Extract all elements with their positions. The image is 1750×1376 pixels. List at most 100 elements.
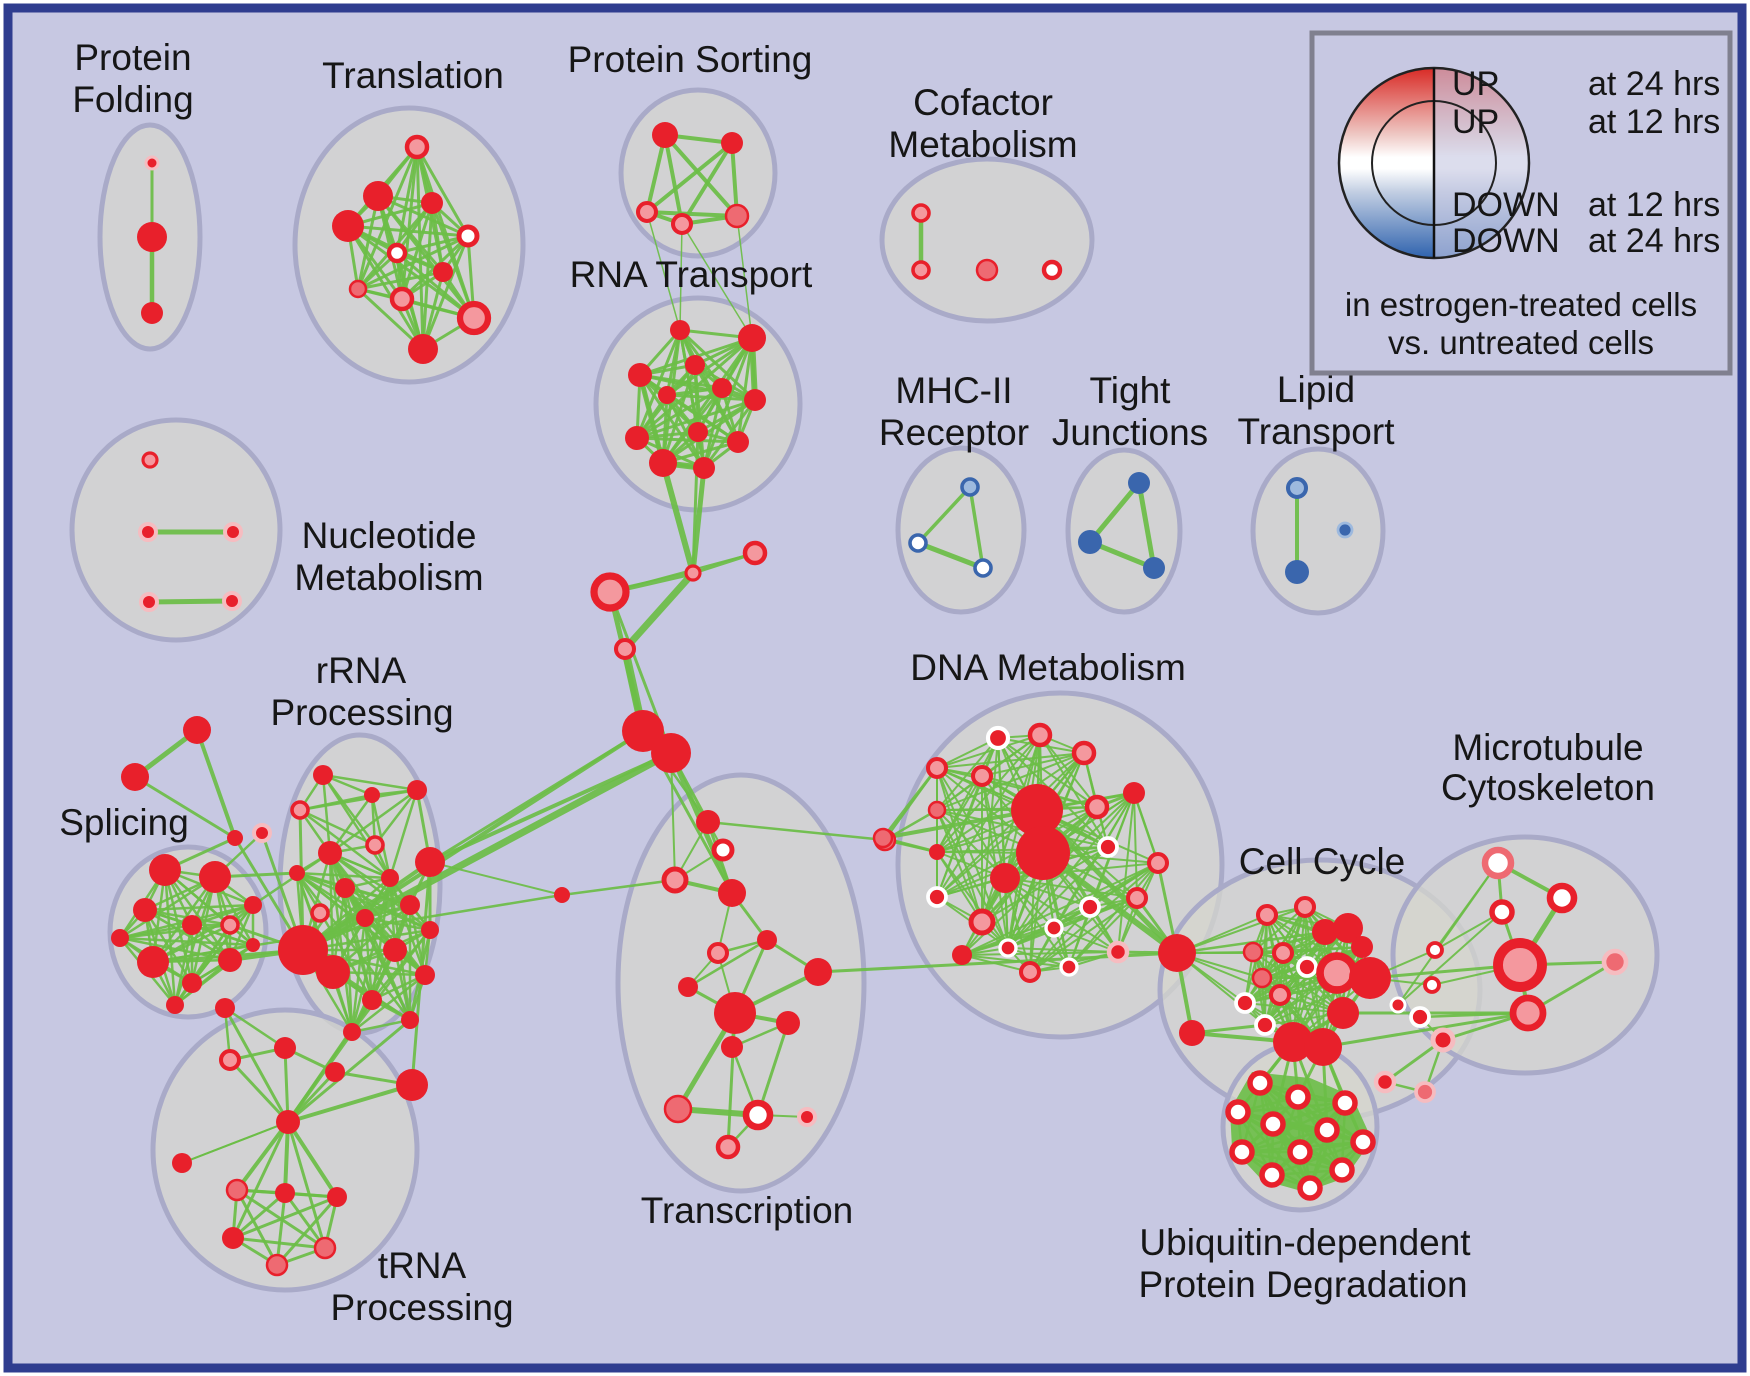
gene-node [670,320,690,340]
cluster-label: tRNA [378,1245,467,1286]
gene-node [1027,722,1053,748]
interaction-edge [635,328,682,440]
interaction-edge [621,569,697,653]
gene-node [696,810,720,834]
gene-node [670,212,694,236]
interaction-edge [702,398,757,470]
gene-node [149,854,181,886]
gene-node [183,716,211,744]
gene-node [804,958,832,986]
interaction-edge [283,1046,290,1124]
legend-time-label: at 24 hrs [1588,222,1720,260]
gene-node [401,1011,419,1029]
cluster-ellipse-lipid-transport [1250,446,1386,616]
gene-node [721,132,743,154]
gene-node [714,992,756,1034]
gene-node [1423,976,1441,994]
cluster-label: Cell Cycle [1239,841,1406,882]
gene-node [706,941,730,965]
interaction-edge [915,540,986,571]
interaction-edge [660,460,696,576]
legend: UP at 24 hrs UP at 12 hrs DOWN at 12 hrs DOWN a… [1309,30,1733,376]
interaction-edge [298,788,419,812]
gene-node [313,765,333,785]
gene-node [908,533,928,553]
interaction-edge [1053,927,1119,953]
gene-node [1296,956,1318,978]
interaction-edge [997,737,1098,808]
interaction-edge [665,336,754,397]
interaction-edge [560,878,677,897]
interaction-edge [686,938,769,989]
interaction-edge [961,951,1119,956]
gene-node [137,946,169,978]
interaction-edge [661,398,757,465]
interaction-edge [181,1121,289,1164]
interaction-edge [231,1195,339,1240]
interaction-edge [881,808,1039,840]
interaction-edge [151,893,564,964]
gene-node [325,1062,345,1082]
legend-time-label: at 24 hrs [1588,65,1720,103]
interaction-edge [936,752,1085,811]
cluster-label: Protein Degradation [1138,1264,1467,1305]
gene-node [274,1037,296,1059]
gene-node [327,1187,347,1207]
interaction-edge [665,393,757,402]
interaction-edge [388,788,419,880]
interaction-edge [356,194,380,291]
interaction-edge [1117,792,1135,953]
gene-node [365,835,385,855]
gene-node [684,564,702,582]
interaction-edge [638,373,757,402]
gene-node [1084,794,1110,820]
gene-node [415,847,445,877]
gene-node [1414,1081,1436,1103]
gene-node [141,451,159,469]
gene-node [1259,1162,1285,1188]
gene-node [1071,740,1097,766]
interaction-edge [235,1120,290,1192]
gene-node [172,1153,192,1173]
gene-node [1351,936,1373,958]
interaction-edge [286,998,374,1124]
gene-node [1123,782,1145,804]
gene-node [658,386,676,404]
interaction-edge [373,788,419,847]
interaction-edge [1007,947,1119,953]
interaction-edge [173,923,194,1007]
gene-node [1336,521,1354,539]
gene-node [166,996,184,1014]
gene-node [925,756,949,780]
interaction-edge [350,916,367,1034]
interaction-edge [645,141,734,214]
interaction-edge [981,775,1009,949]
gene-node [1018,960,1042,984]
interaction-edge [1270,1101,1347,1177]
interaction-edge [356,145,419,291]
cluster-ellipse-transcription [615,772,867,1194]
interaction-edge [400,145,419,301]
gene-node [1229,1139,1255,1165]
interaction-edge [195,728,237,840]
interaction-edge [223,1006,290,1124]
cluster-label: Cytoskeleton [1441,767,1655,808]
interaction-edge [286,1120,327,1250]
interaction-edge [693,363,740,444]
gene-node [872,827,894,849]
gene-node [1409,1006,1431,1028]
gene-node [927,800,947,820]
gene-node [275,1183,295,1203]
gene-node [121,763,149,791]
interaction-edge [343,886,427,977]
gene-node [688,422,708,442]
interaction-edge [1252,951,1344,1014]
interaction-edge [638,373,706,470]
interaction-edge [936,767,1009,949]
cluster-label: Transcription [641,1190,853,1231]
gene-node [1426,941,1444,959]
gene-node [970,764,994,788]
gene-node [386,242,408,264]
gene-node [744,389,766,411]
gene-node [622,710,664,752]
